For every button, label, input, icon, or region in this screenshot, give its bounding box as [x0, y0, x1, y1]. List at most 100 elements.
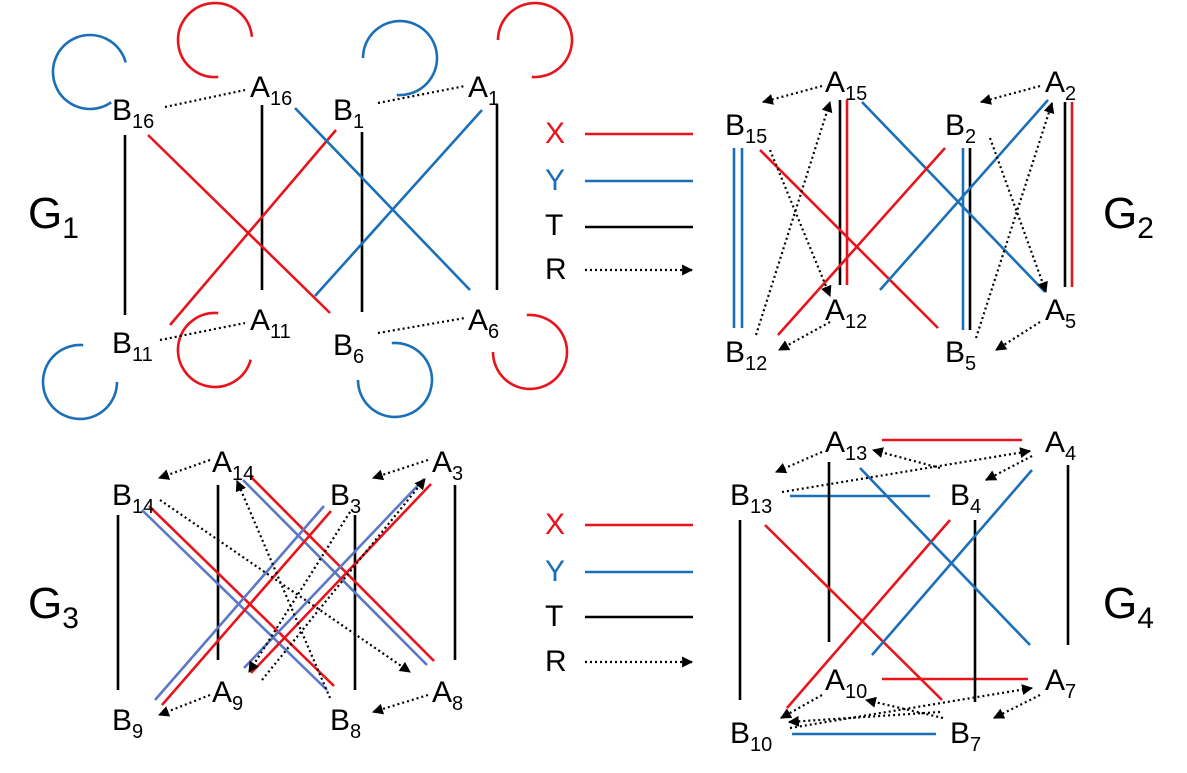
node-subscript: 7: [970, 734, 981, 756]
node-letter: B: [730, 717, 750, 750]
node-letter: A: [468, 71, 488, 104]
node-letter: A: [212, 446, 232, 479]
node-subscript: 13: [750, 496, 772, 518]
edge-r-b4-a13: [871, 447, 941, 470]
edge-r-b3-a9: [248, 511, 351, 673]
node-subscript: 11: [270, 321, 291, 343]
node-b12: B12: [725, 336, 767, 375]
loop-x-a16: [176, 1, 254, 79]
node-letter: A: [432, 446, 452, 479]
legend-label-y: Y: [545, 555, 565, 588]
edge-y-b3-b9: [154, 505, 325, 701]
node-a11: A11: [250, 304, 291, 343]
legend-label-t: T: [545, 600, 563, 633]
node-a5: A5: [1045, 294, 1076, 333]
loop-y-b16: [51, 33, 127, 111]
node-b11: B11: [112, 327, 153, 366]
node-subscript: 6: [353, 346, 364, 368]
node-letter: B: [950, 479, 970, 512]
node-subscript: 2: [965, 126, 976, 148]
edge-x-b15-b5: [759, 149, 939, 329]
node-letter: B: [330, 704, 350, 737]
legend-label-x: X: [545, 117, 565, 150]
edge-r-a15-b15: [761, 84, 823, 105]
node-letter: B: [945, 109, 965, 142]
node-subscript: 7: [1065, 681, 1076, 703]
node-letter: B: [330, 479, 350, 512]
legend-bottom: X Y T R: [545, 508, 694, 678]
edge-x-b14-b8: [148, 505, 335, 687]
node-b9: B9: [112, 704, 143, 743]
edge-r-b7-b10: [787, 710, 941, 727]
node-letter: A: [825, 426, 845, 459]
edge-y-a16-a6: [294, 107, 471, 291]
node-letter: A: [1045, 66, 1065, 99]
node-letter: A: [825, 294, 845, 327]
node-a14: A14: [212, 446, 254, 485]
node-subscript: 12: [745, 353, 767, 375]
edge-x-b10-b4: [786, 519, 951, 709]
edge-y-a15-a5: [861, 101, 1046, 293]
node-b16: B16: [112, 94, 154, 133]
node-a2: A2: [1045, 66, 1076, 105]
node-subscript: 15: [845, 83, 867, 105]
edge-r-a5-b5: [995, 321, 1041, 351]
node-subscript: 3: [350, 496, 361, 518]
node-b15: B15: [725, 109, 767, 148]
node-a7: A7: [1045, 664, 1076, 703]
legend-label-t: T: [545, 209, 563, 242]
node-letter: B: [112, 704, 132, 737]
node-letter: B: [945, 336, 965, 369]
node-letter: B: [112, 327, 132, 360]
node-letter: B: [112, 479, 132, 512]
node-letter: B: [725, 109, 745, 142]
edge-y-a13-a7: [859, 467, 1031, 646]
graph-label-letter: G: [28, 189, 62, 238]
legend-label-y: Y: [545, 164, 565, 197]
edge-r-b15-a12: [768, 149, 832, 298]
graph-label-letter: G: [28, 579, 62, 628]
edge-r-a14-b14: [157, 458, 211, 480]
node-a15: A15: [825, 66, 867, 105]
node-subscript: 4: [1065, 443, 1076, 465]
edge-r-a3-b3: [371, 458, 429, 481]
edge-r-a4-b4: [985, 455, 1033, 481]
node-letter: A: [250, 304, 270, 337]
node-subscript: 10: [750, 734, 772, 756]
node-letter: A: [825, 66, 845, 99]
node-a16: A16: [250, 71, 292, 110]
node-b14: B14: [112, 479, 154, 518]
loop-y-b1: [361, 19, 439, 97]
edge-r-b12-a15: [754, 100, 833, 336]
edge-x-b13-b7: [764, 524, 943, 701]
loop-y-b6: [356, 341, 434, 419]
node-subscript: 13: [845, 443, 867, 465]
node-subscript: 1: [488, 88, 499, 110]
edge-r-b13-a4: [781, 447, 1032, 494]
graph-label-g3: G3: [28, 579, 79, 635]
node-subscript: 9: [132, 721, 143, 743]
legend-label-r: R: [545, 645, 567, 678]
node-subscript: 16: [132, 111, 154, 133]
graph-g4: A13 A4 B13 B4 A10 A7 B10 B7 G4: [730, 426, 1154, 756]
node-subscript: 5: [965, 353, 976, 375]
node-b6: B6: [333, 329, 364, 368]
node-letter: B: [725, 336, 745, 369]
node-a13: A13: [825, 426, 867, 465]
legend-top: X Y T R: [545, 117, 694, 286]
node-b4: B4: [950, 479, 981, 518]
edge-r-a9-a3: [261, 478, 426, 681]
node-b5: B5: [945, 336, 976, 375]
edge-x-a14-a8: [249, 475, 435, 662]
edge-r-b8-a14: [235, 479, 332, 699]
edge-r-b10-a7: [789, 684, 1034, 730]
node-b1: B1: [333, 94, 364, 133]
node-letter: B: [730, 479, 750, 512]
node-subscript: 15: [745, 126, 767, 148]
node-letter: B: [112, 94, 132, 127]
node-letter: A: [1045, 664, 1065, 697]
edge-r-b14-a8: [159, 499, 411, 673]
node-letter: A: [432, 676, 452, 709]
graph-label-subscript: 2: [1137, 212, 1154, 245]
